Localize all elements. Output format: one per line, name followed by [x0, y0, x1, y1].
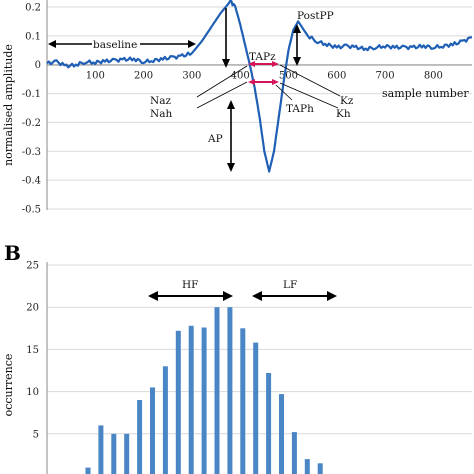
nah-label: Nah [150, 108, 172, 120]
bar [253, 342, 259, 474]
hf-annotation: HF [148, 279, 233, 301]
panel-b-label: B [4, 241, 21, 265]
lf-annotation: LF [252, 279, 337, 301]
panel-b-bars [85, 307, 323, 474]
bar [279, 394, 284, 474]
ap-annotation: AP [207, 8, 235, 172]
panel-a-x-tick-labels: 100 200 300 400 500 600 700 800 [86, 71, 443, 82]
panel-a-y-tick-label: 0 [35, 60, 41, 71]
bar [240, 328, 246, 474]
panel-b-y-tick-labels: 5 10 15 20 25 [26, 261, 39, 441]
ap-label: AP [207, 133, 223, 145]
panel-a-y-tick-label: -0.1 [22, 89, 41, 100]
bar [111, 433, 117, 474]
postpp-annotation: PostPP [293, 10, 334, 66]
panel-a-y-tick-labels: 0.2 0.1 0 -0.1 -0.2 -0.3 -0.4 -0.5 [22, 3, 41, 216]
panel-b-y-tick-label: 15 [26, 345, 39, 356]
panel-a-y-tick-label: -0.2 [22, 118, 41, 129]
baseline-annotation: baseline [48, 39, 196, 51]
panel-a-y-axis-label: normalised amplitude [2, 44, 15, 166]
bar [162, 366, 168, 474]
taph-label: TAPh [286, 103, 314, 115]
bar [201, 327, 207, 474]
bar [175, 330, 181, 474]
panel-a-x-axis-label: sample number [382, 87, 469, 100]
panel-a-x-tick-label: 500 [279, 71, 298, 82]
tap-markers: TAPz TAPh [248, 51, 314, 115]
panel-a-x-tick-label: 700 [376, 71, 395, 82]
bar [266, 373, 272, 474]
panel-a-x-tick-label: 600 [327, 71, 346, 82]
panel-a-x-tick-label: 300 [182, 71, 201, 82]
panel-a-gridlines [47, 6, 472, 210]
panel-a-x-tick-label: 100 [86, 71, 105, 82]
panel-a-x-tick-label: 800 [424, 71, 443, 82]
bar [85, 467, 91, 474]
panel-a-x-tick-label: 200 [134, 71, 153, 82]
panel-b-y-tick-label: 5 [33, 429, 39, 440]
panel-b-y-tick-label: 25 [26, 261, 39, 272]
bar [214, 307, 220, 474]
bar [98, 425, 104, 474]
postpp-label: PostPP [297, 10, 334, 22]
panel-a-line-chart: 0.2 0.1 0 -0.1 -0.2 -0.3 -0.4 -0.5 100 200 300 400… [2, 0, 473, 216]
bar [188, 325, 194, 474]
kh-label: Kh [336, 108, 351, 120]
bar [291, 432, 297, 474]
panel-a-signal-line [46, 0, 473, 173]
bar [137, 400, 143, 474]
bar [124, 433, 130, 474]
panel-a-y-tick-label: -0.5 [22, 205, 41, 216]
hf-label: HF [182, 279, 198, 291]
naz-nah-annotation: Naz Nah [150, 65, 248, 120]
kz-label: Kz [340, 95, 354, 107]
panel-a-y-tick-label: 0.2 [25, 3, 41, 14]
kz-kh-annotation: Kz Kh [279, 64, 354, 120]
panel-b-bar-chart: 5 10 15 20 25 occurrence HF LF [2, 261, 472, 474]
lf-label: LF [283, 279, 297, 291]
panel-a-x-tick-label: 400 [231, 71, 250, 82]
tapz-label: TAPz [249, 51, 276, 63]
panel-b-y-axis-label: occurrence [2, 354, 15, 417]
bar [150, 387, 155, 474]
baseline-label: baseline [93, 39, 137, 51]
panel-a-y-tick-label: -0.4 [22, 176, 41, 187]
bar [304, 459, 310, 474]
panel-a-y-tick-label: 0.1 [25, 31, 41, 42]
panel-b-y-tick-label: 20 [26, 303, 39, 314]
panel-a-y-tick-label: -0.3 [22, 147, 41, 158]
panel-b-gridlines [47, 264, 472, 435]
panel-b-y-tick-label: 10 [26, 387, 39, 398]
bar [317, 463, 323, 474]
bar [227, 307, 233, 474]
naz-label: Naz [150, 95, 171, 107]
